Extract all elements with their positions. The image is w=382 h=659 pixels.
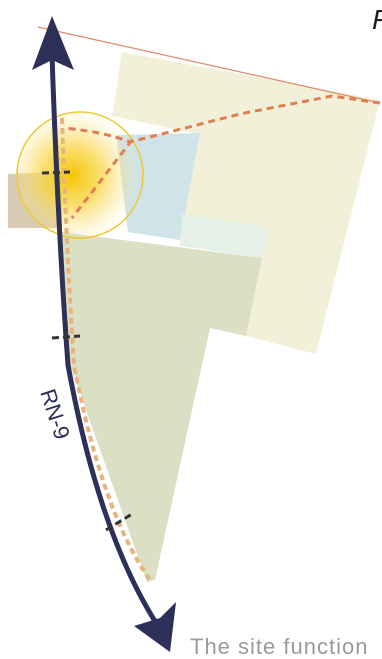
road-label: RN-9 xyxy=(35,386,75,443)
road-tick-lower xyxy=(105,512,133,532)
hotspot-glow xyxy=(16,114,140,238)
hotspot-circle-icon xyxy=(16,111,144,239)
road-frontage-dots xyxy=(56,139,70,361)
double-arrow-icon-south xyxy=(134,602,176,652)
corner-text: F xyxy=(372,6,382,34)
zone-pale-mint-parcel xyxy=(180,214,268,258)
site-edge-line xyxy=(37,26,381,104)
boundary-dash-line xyxy=(63,94,381,144)
bottom-caption: The site function xyxy=(190,634,369,659)
road-line xyxy=(49,54,165,634)
double-arrow-icon-north xyxy=(32,16,74,70)
road-tick-upper xyxy=(41,170,71,175)
road-tick-middle xyxy=(51,334,81,340)
zone-olive-parcel xyxy=(62,232,262,582)
zone-cream-parcel xyxy=(112,52,380,354)
boundary-dash-diagonal xyxy=(70,139,134,219)
